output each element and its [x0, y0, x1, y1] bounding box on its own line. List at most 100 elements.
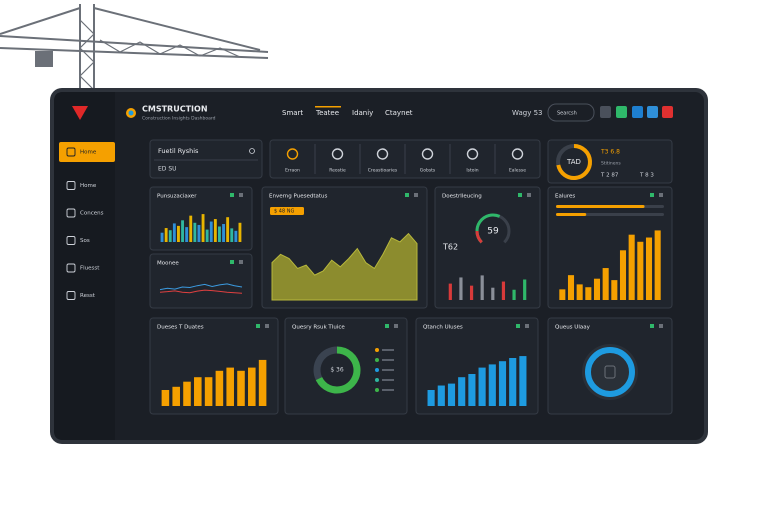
toolbar-label: Creastioaries — [368, 168, 398, 174]
toolbar-label: Gobsts — [420, 168, 436, 174]
search-input[interactable]: Searcsh — [557, 111, 577, 117]
sidebar-icon — [66, 291, 76, 300]
nav-item[interactable]: Teatee — [315, 109, 339, 117]
toolbar-label: Ealesse — [509, 168, 526, 174]
bar — [427, 390, 435, 406]
progress-bar — [556, 213, 587, 216]
sidebar-item[interactable]: Fluesst — [80, 266, 100, 272]
nav-item[interactable]: Idaniy — [352, 109, 373, 117]
sidebar-item[interactable]: Home — [80, 183, 97, 189]
nav-item[interactable]: Ctaynet — [385, 109, 413, 117]
bar — [160, 232, 164, 242]
bar — [637, 241, 644, 300]
badge — [270, 207, 304, 215]
toolbar-icon[interactable] — [331, 148, 344, 160]
header-button[interactable] — [600, 106, 611, 118]
bar — [654, 230, 661, 300]
bar — [469, 285, 474, 300]
bar — [213, 219, 217, 242]
header-button[interactable] — [662, 106, 673, 118]
bar — [448, 283, 452, 300]
header-button[interactable] — [616, 106, 627, 118]
bar — [226, 217, 230, 242]
panel-control — [516, 324, 520, 328]
nav-active-underline — [315, 106, 341, 108]
donut-segment — [313, 346, 338, 381]
bar — [205, 229, 209, 242]
donut-center: $ 36 — [330, 367, 344, 374]
bar — [576, 284, 583, 300]
toolbar-icon[interactable] — [511, 148, 524, 160]
bar — [458, 377, 466, 406]
panel-control — [230, 193, 234, 197]
header-button[interactable] — [632, 106, 643, 118]
sidebar-icon — [66, 263, 76, 273]
toolbar-icon[interactable] — [286, 148, 299, 160]
header-button[interactable] — [647, 106, 658, 118]
sidebar — [54, 92, 115, 440]
panel-control — [265, 324, 269, 328]
bar — [168, 230, 172, 242]
bar — [204, 377, 213, 406]
bar — [602, 268, 609, 300]
chart-title: Dueses T Duates — [157, 325, 204, 331]
panel-control — [525, 324, 529, 328]
legend-line — [382, 379, 394, 381]
line — [159, 289, 243, 294]
legend-line — [382, 389, 394, 391]
summary-panel — [547, 139, 673, 184]
badge-label: $ 48 NG — [274, 209, 294, 215]
bar — [161, 390, 170, 406]
chart-title: Queus Ulaay — [555, 325, 591, 331]
chart-panel — [415, 317, 539, 415]
bar — [189, 215, 193, 242]
chart-title: Quesry Rsuk Tluice — [292, 325, 345, 331]
sidebar-item[interactable]: Sos — [80, 238, 90, 244]
panel-control — [385, 324, 389, 328]
panel-control — [650, 193, 654, 197]
search-icon — [249, 148, 255, 154]
bar — [468, 374, 476, 406]
panel-control — [256, 324, 260, 328]
bar — [201, 214, 205, 242]
toolbar-label: Erraon — [285, 168, 300, 174]
toolbar-icon[interactable] — [466, 148, 479, 160]
chart-title: Enverng Puesedtatus — [269, 194, 327, 200]
bar — [498, 361, 507, 406]
chart-title: Moonee — [157, 261, 179, 267]
bar — [509, 358, 517, 406]
toolbar-label: Reostie — [329, 168, 346, 174]
panel-control — [527, 193, 531, 197]
bar — [559, 289, 566, 300]
bar — [258, 359, 267, 406]
search-pill[interactable] — [547, 103, 595, 122]
sidebar-item[interactable]: Resst — [80, 293, 96, 299]
user-label[interactable]: Wagy 53 — [512, 109, 542, 117]
chart-panel — [149, 317, 279, 415]
legend-dot — [375, 378, 379, 382]
bar — [230, 228, 234, 242]
bar — [437, 385, 445, 406]
toolbar-icon[interactable] — [376, 148, 389, 160]
search-panel-title: Fuetil Ryshis — [158, 147, 199, 155]
bar — [234, 230, 238, 242]
line — [159, 283, 243, 291]
nav-item[interactable]: Smart — [282, 109, 303, 117]
sidebar-item[interactable]: Concens — [80, 211, 104, 217]
panel-control — [650, 324, 654, 328]
bar — [459, 277, 463, 300]
panel-control — [394, 324, 398, 328]
bar — [501, 281, 506, 300]
bar — [611, 280, 618, 300]
bar — [491, 287, 495, 300]
bar — [222, 224, 225, 242]
bar — [488, 364, 496, 406]
bar — [215, 370, 224, 406]
bar — [512, 289, 516, 300]
toolbar-icon[interactable] — [421, 148, 434, 160]
sidebar-item[interactable]: Home — [80, 150, 97, 156]
sidebar-active — [59, 142, 115, 162]
bar — [519, 356, 527, 406]
bar — [478, 367, 486, 406]
chart-title: Qtanch Uluses — [423, 325, 463, 331]
